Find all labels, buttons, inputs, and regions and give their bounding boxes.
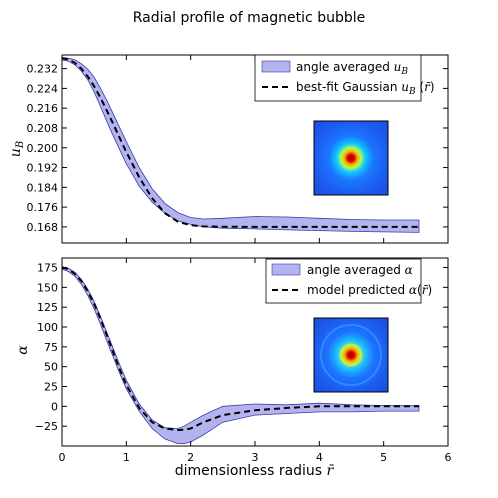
alpha-x-tick-label: 5	[380, 451, 387, 464]
alpha-dashed-series	[61, 266, 419, 432]
alpha-x-tick-label: 3	[252, 451, 259, 464]
alpha-y-tick-label: 100	[37, 321, 58, 334]
alpha-band-series	[61, 266, 420, 444]
alpha-y-tick-label: 150	[37, 281, 58, 294]
ub-axes: 0.232 0.224 0.216 0.208 0.200 0.192 0.184 0.176…	[27, 54, 449, 244]
alpha-axes: 175 150 125 100 75 50 25 0 −25 0 1 2 3 4 5 6	[35, 257, 452, 464]
alpha-x-tick-label: 6	[445, 451, 452, 464]
figure-title: Radial profile of magnetic bubble	[133, 10, 365, 26]
alpha-y-tick-label: 75	[44, 341, 58, 354]
alpha-y-tick-label: 125	[37, 301, 58, 314]
alpha-panel: 175 150 125 100 75 50 25 0 −25 0 1 2 3 4 5 6 α dimensio…	[15, 257, 452, 479]
ub-bubble-heatmap-inset	[313, 120, 389, 196]
alpha-inset-heatmap-ring	[329, 333, 373, 377]
alpha-legend-band-swatch	[271, 263, 301, 276]
alpha-legend: angle averaged α model predicted α(r̄)	[265, 258, 432, 304]
ub-y-tick-label: 0.232	[27, 63, 59, 76]
alpha-x-tick-label: 0	[59, 451, 66, 464]
ub-y-tick-label: 0.176	[27, 201, 59, 214]
x-axis-label: dimensionless radius r̄	[175, 463, 335, 479]
alpha-y-tick-label: 175	[37, 262, 58, 275]
alpha-bubble-heatmap-inset	[313, 317, 389, 393]
alpha-legend-entry-model: model predicted α(r̄)	[307, 283, 432, 297]
ub-y-tick-label: 0.208	[27, 122, 59, 135]
ub-legend: angle averaged uB best-fit Gaussian uB (…	[254, 54, 435, 102]
alpha-y-axis-label: α	[15, 345, 31, 355]
ub-legend-band-swatch	[261, 60, 291, 73]
ub-y-tick-label: 0.192	[27, 162, 59, 175]
alpha-y-tick-label: 25	[44, 381, 58, 394]
ub-legend-entry-band: angle averaged uB	[296, 60, 408, 77]
ub-y-tick-label: 0.224	[27, 82, 59, 95]
alpha-legend-entry-band: angle averaged α	[307, 263, 413, 277]
ub-y-axis-label: uB	[8, 141, 26, 157]
alpha-x-tick-label: 2	[187, 451, 194, 464]
alpha-inset-heatmap	[313, 317, 389, 393]
ub-legend-entry-fit: best-fit Gaussian uB (r̄)	[296, 80, 435, 97]
alpha-y-tick-label: −25	[35, 420, 58, 433]
ub-inset-heatmap	[313, 120, 389, 196]
ub-y-tick-label: 0.168	[27, 221, 59, 234]
alpha-x-tick-label: 4	[316, 451, 323, 464]
ub-y-tick-label: 0.184	[27, 181, 59, 194]
ub-y-tick-label: 0.216	[27, 102, 59, 115]
alpha-plot-area	[61, 266, 420, 444]
ub-dashed-series	[61, 57, 419, 228]
ub-panel: 0.232 0.224 0.216 0.208 0.200 0.192 0.184 0.176…	[8, 54, 449, 244]
ub-plot-area	[61, 57, 420, 233]
ub-y-tick-label: 0.200	[27, 142, 59, 155]
alpha-y-tick-label: 50	[44, 361, 58, 374]
alpha-inset-heatmap-ring	[320, 324, 382, 386]
alpha-inset-heatmap-ring	[337, 341, 365, 369]
alpha-y-tick-label: 0	[51, 400, 58, 413]
alpha-x-tick-label: 1	[123, 451, 130, 464]
ub-band-series	[61, 57, 420, 233]
